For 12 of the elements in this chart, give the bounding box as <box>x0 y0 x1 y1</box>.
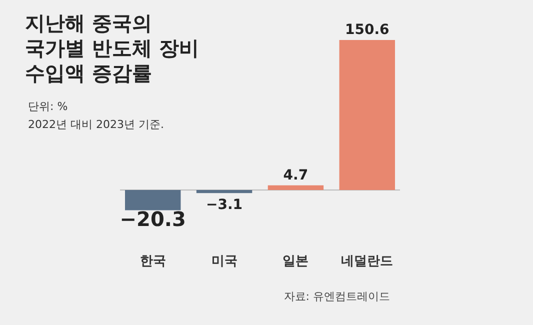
x-tick-label: 일본 <box>282 254 309 269</box>
annotation: 2022년 대비 2023년 기준. <box>28 118 164 131</box>
text: 단위: % <box>28 100 68 113</box>
chart-title: 지난해 중국의 국가별 반도체 장비 수입액 증감률 <box>25 11 199 85</box>
data-label: −20.3 <box>120 207 186 232</box>
x-tick-label: 네덜란드 <box>341 254 394 269</box>
x-tick-label: 미국 <box>211 254 238 269</box>
data-label: −3.1 <box>206 197 243 214</box>
data-label: 150.6 <box>344 22 390 38</box>
x-tick-label: 한국 <box>140 254 166 269</box>
text: 자료: 유엔컴트레이드 <box>284 290 390 303</box>
data-label: 4.7 <box>283 167 308 184</box>
